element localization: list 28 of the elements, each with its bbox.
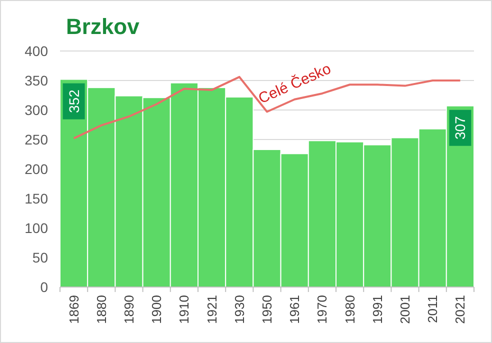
y-tick-label: 100 <box>24 220 48 236</box>
x-tick-label: 1910 <box>176 295 192 324</box>
x-tick-label: 2001 <box>398 295 412 324</box>
x-tick-label: 1930 <box>232 295 247 324</box>
y-tick-label: 150 <box>24 190 48 206</box>
chart-title: Brzkov <box>66 14 140 39</box>
x-tick-label: 1991 <box>370 295 385 324</box>
x-tick-label: 1921 <box>204 295 220 324</box>
y-tick-label: 0 <box>40 279 48 295</box>
y-tick-label: 400 <box>24 43 48 59</box>
x-tick-label: 1980 <box>342 295 358 324</box>
text: Celé Česko <box>256 59 334 108</box>
x-tick-label: 2011 <box>425 295 440 323</box>
y-tick-label: 300 <box>24 102 48 118</box>
x-tick-label: 1961 <box>287 295 302 324</box>
y-tick-label: 50 <box>32 250 48 266</box>
x-tick-label: 1970 <box>314 295 330 324</box>
y-tick-label: 250 <box>24 132 48 148</box>
y-tick-label: 200 <box>24 161 48 177</box>
data-label: 352 <box>66 89 82 113</box>
y-tick-label: 350 <box>24 72 48 88</box>
data-label: 307 <box>452 116 468 140</box>
x-tick-label: 1880 <box>94 295 109 324</box>
x-tick-label: 2021 <box>452 295 468 324</box>
x-tick-label: 1900 <box>149 295 164 324</box>
x-tick-label: 1890 <box>122 295 136 324</box>
x-tick-label: 1950 <box>260 295 274 324</box>
x-tick-label: 1869 <box>66 295 82 324</box>
